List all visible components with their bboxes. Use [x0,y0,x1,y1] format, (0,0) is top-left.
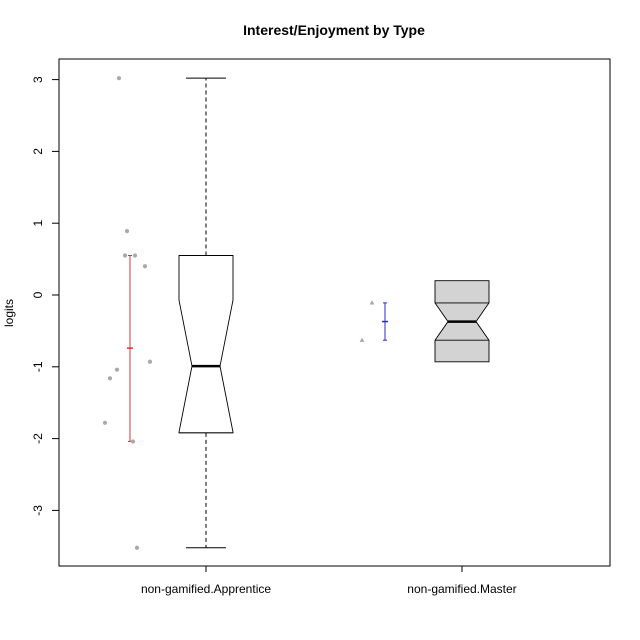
chart-title: Interest/Enjoyment by Type [243,22,425,38]
y-tick-label: -1 [31,361,45,372]
data-point [134,545,140,550]
y-tick-label: 0 [31,291,45,298]
data-point [116,76,122,81]
y-tick-label: -3 [31,505,45,516]
y-tick-label: 3 [31,76,45,83]
y-tick-label: 1 [31,220,45,227]
data-point [130,439,136,444]
data-point [369,300,375,305]
x-tick-label: non-gamified.Master [407,582,516,596]
y-tick-label: -2 [31,433,45,444]
boxes-layer [178,77,490,549]
mean-interval [127,255,133,442]
data-point [147,359,153,364]
y-tick-label: 2 [31,148,45,155]
y-axis-label: logits [2,299,16,327]
points-layer [102,76,375,550]
data-point [122,253,128,258]
y-axis: -3 -2 -1 0 1 2 3 [31,76,60,516]
data-point [359,337,365,342]
data-point [107,376,113,381]
plot-frame [58,58,611,567]
box-body [178,255,234,434]
mean-interval [382,302,388,341]
data-point [142,264,148,269]
data-point [132,253,138,258]
data-point [124,228,130,234]
mean-intervals-layer [127,255,388,442]
x-axis: non-gamified.Apprentice non-gamified.Mast… [141,566,517,596]
box-apprentice [178,77,234,549]
box-master [434,280,490,363]
x-tick-label: non-gamified.Apprentice [141,582,271,596]
data-point [102,420,108,425]
data-point [114,367,120,372]
